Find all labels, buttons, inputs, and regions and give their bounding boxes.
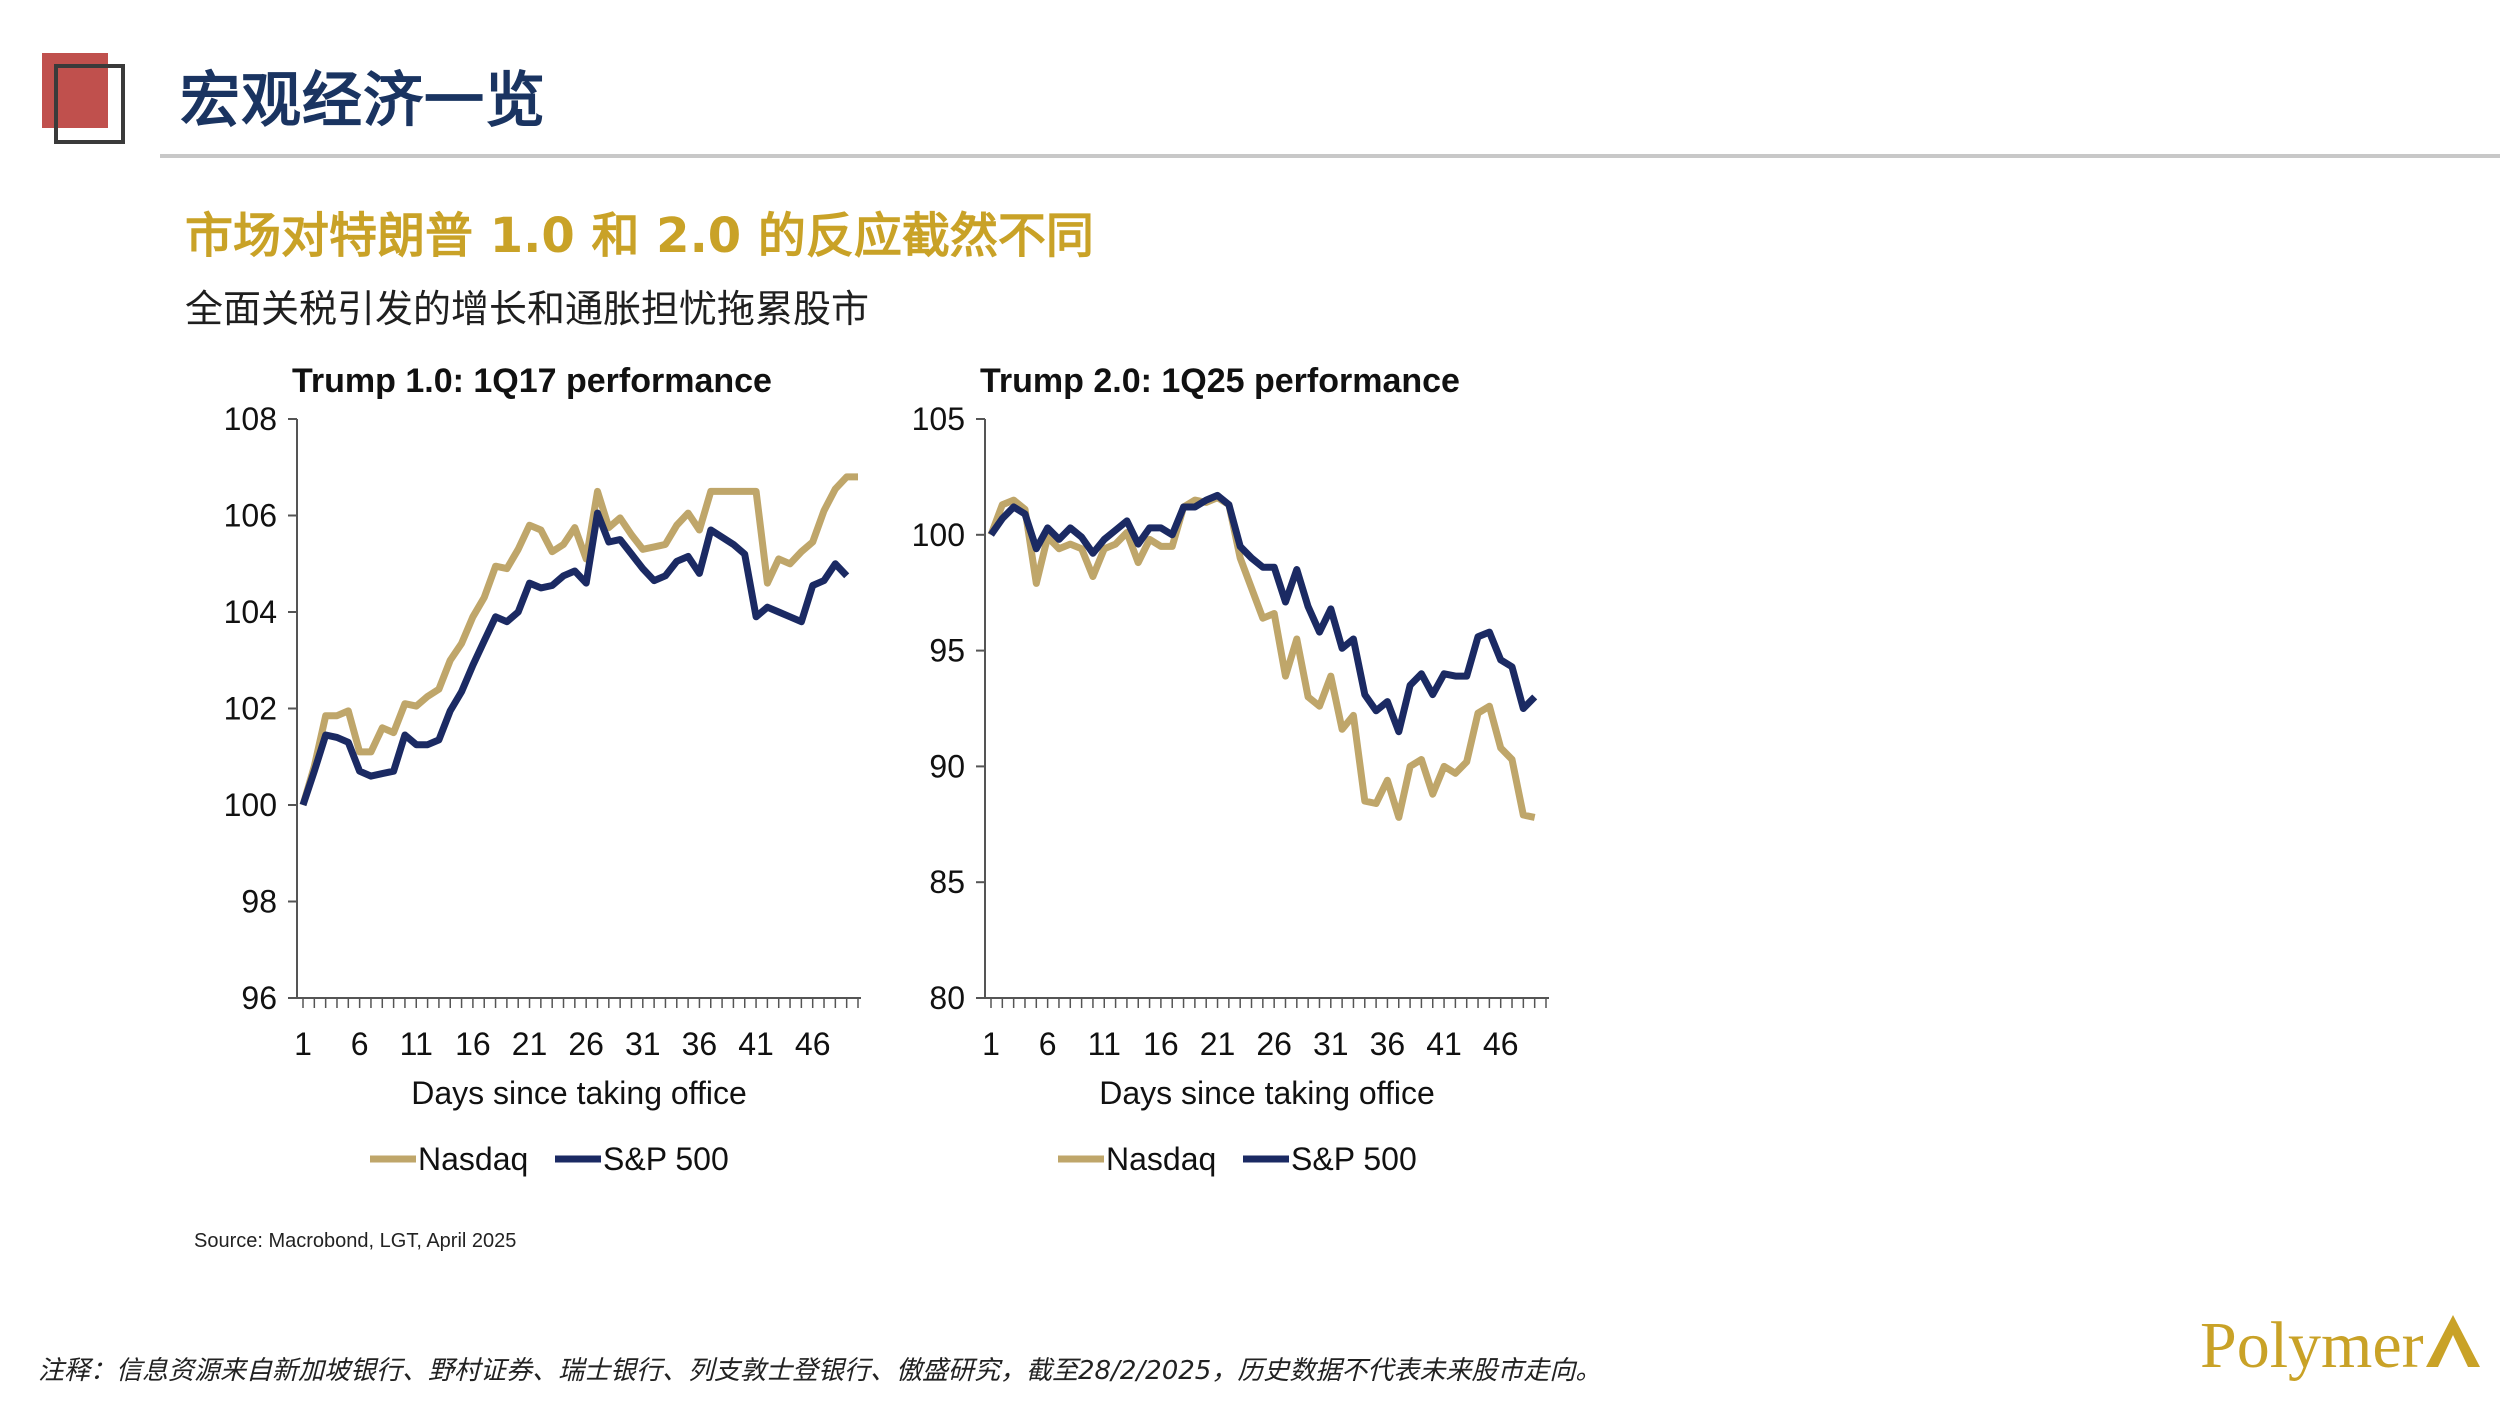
legend-label: Nasdaq <box>418 1141 528 1177</box>
x-tick-label: 11 <box>1088 1026 1121 1062</box>
logo-text: Polymer <box>2200 1309 2424 1382</box>
title-decoration-outline-square <box>54 64 125 144</box>
subheadline: 全面关税引发的增长和通胀担忧拖累股市 <box>185 287 870 331</box>
y-tick-label: 108 <box>224 401 277 437</box>
y-tick-label: 85 <box>929 864 965 900</box>
chart-trump-1: Trump 1.0: 1Q17 performance 96 98 100 102 104… <box>224 362 861 1177</box>
x-tick-label: 31 <box>625 1026 661 1062</box>
series-line-nasdaq <box>299 473 858 806</box>
x-tick-label: 31 <box>1313 1026 1349 1062</box>
x-tick-label: 26 <box>1256 1026 1292 1062</box>
x-tick-label: 11 <box>400 1026 433 1062</box>
x-tick-label: 16 <box>1143 1026 1179 1062</box>
logo-chevron-icon <box>2425 1315 2480 1367</box>
y-tick-label: 80 <box>929 980 965 1016</box>
legend-label: Nasdaq <box>1106 1141 1216 1177</box>
y-tick-label: 90 <box>929 748 965 784</box>
series-line-s-p-500 <box>299 509 850 807</box>
source-note: Source: Macrobond, LGT, April 2025 <box>194 1230 517 1252</box>
legend-label: S&P 500 <box>1291 1141 1417 1177</box>
y-tick-label: 98 <box>241 884 277 920</box>
y-tick-label: 100 <box>912 517 965 553</box>
x-tick-label: 46 <box>1483 1026 1519 1062</box>
title-divider <box>160 154 2500 158</box>
x-tick-label: 36 <box>1370 1026 1406 1062</box>
y-tick-label: 100 <box>224 787 277 823</box>
polymer-logo: Polymer <box>2200 1308 2480 1384</box>
y-tick-label: 106 <box>224 498 277 534</box>
x-tick-label: 36 <box>682 1026 718 1062</box>
x-tick-label: 21 <box>512 1026 548 1062</box>
series-line-s-p-500 <box>988 491 1538 736</box>
x-axis-label: Days since taking office <box>1099 1075 1435 1111</box>
y-tick-label: 105 <box>912 401 965 437</box>
x-axis-label: Days since taking office <box>411 1075 747 1111</box>
x-tick-label: 16 <box>455 1026 491 1062</box>
x-tick-label: 21 <box>1200 1026 1236 1062</box>
x-tick-label: 41 <box>1426 1026 1462 1062</box>
y-tick-label: 95 <box>929 633 965 669</box>
x-tick-label: 6 <box>1039 1026 1057 1062</box>
x-tick-label: 41 <box>738 1026 774 1062</box>
chart-trump-2: Trump 2.0: 1Q25 performance 80 85 90 95 100 10… <box>912 362 1549 1177</box>
x-tick-label: 26 <box>568 1026 604 1062</box>
page-title: 宏观经济一览 <box>180 66 546 136</box>
x-tick-label: 1 <box>982 1026 1000 1062</box>
x-tick-label: 1 <box>294 1026 312 1062</box>
chart-title: Trump 2.0: 1Q25 performance <box>980 362 1460 400</box>
y-tick-label: 96 <box>241 980 277 1016</box>
x-tick-label: 6 <box>351 1026 369 1062</box>
chart-title: Trump 1.0: 1Q17 performance <box>292 362 772 400</box>
y-tick-label: 104 <box>224 594 277 630</box>
series-line-nasdaq <box>987 494 1536 821</box>
headline: 市场对特朗普 1.0 和 2.0 的反应截然不同 <box>185 208 1094 264</box>
y-tick-label: 102 <box>224 691 277 727</box>
legend-label: S&P 500 <box>603 1141 729 1177</box>
footnote: 注释：信息资源来自新加坡银行、野村证券、瑞士银行、列支敦士登银行、傲盛研究，截至… <box>38 1356 1602 1386</box>
x-tick-label: 46 <box>795 1026 831 1062</box>
